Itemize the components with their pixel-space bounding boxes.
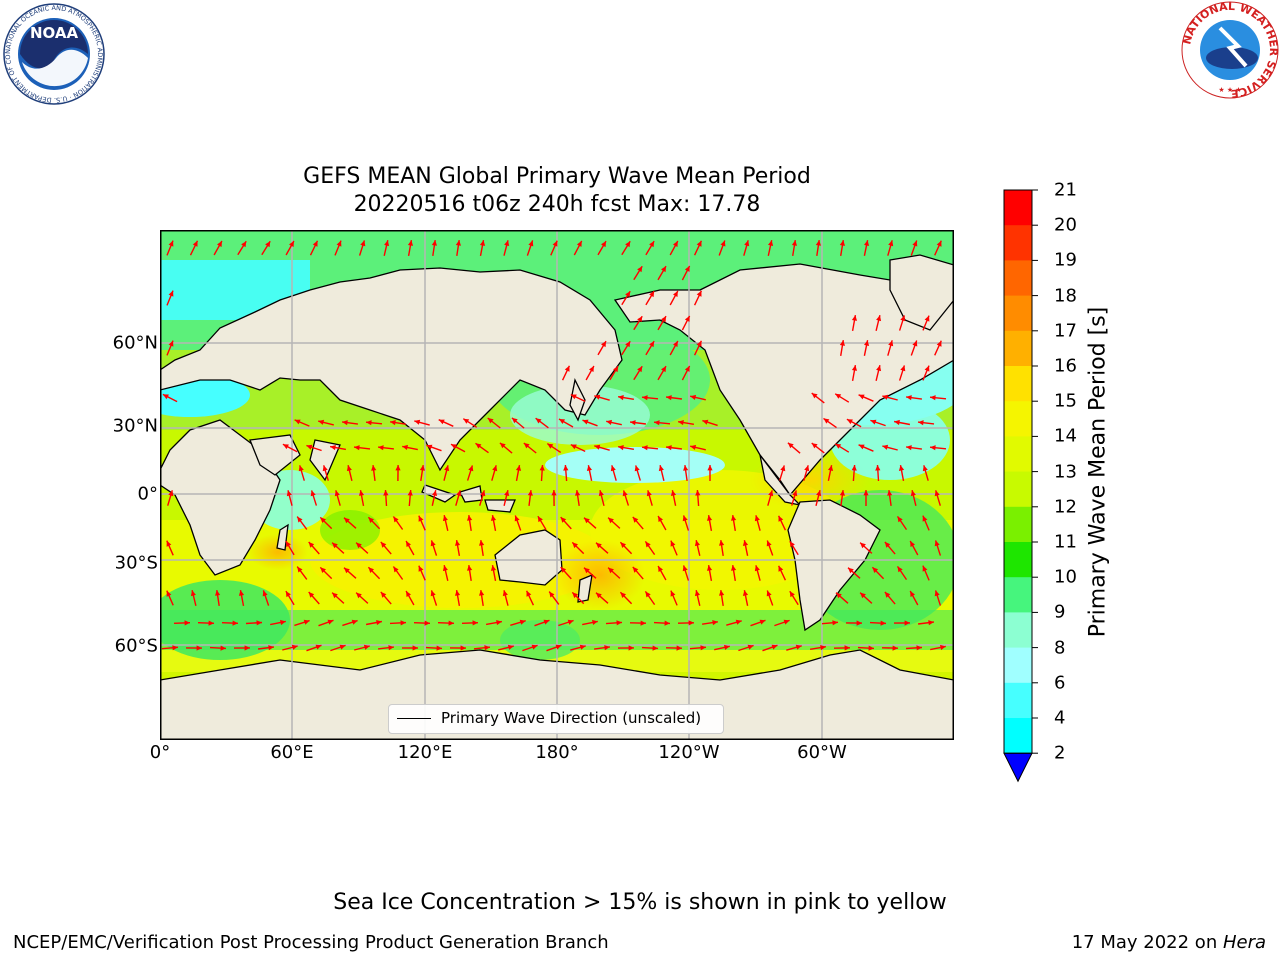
footer-credit: NCEP/EMC/Verification Post Processing Pr… bbox=[13, 932, 609, 953]
colorbar-tick-label: 17 bbox=[1054, 320, 1077, 341]
colorbar-band bbox=[1004, 612, 1032, 648]
colorbar-label: Primary Wave Mean Period [s] bbox=[1086, 307, 1111, 638]
lat-tick-60s: 60°S bbox=[115, 636, 158, 657]
lat-tick-0: 0° bbox=[138, 484, 158, 505]
wave-period-map bbox=[160, 230, 954, 740]
legend-label: Primary Wave Direction (unscaled) bbox=[441, 709, 701, 727]
lon-tick-120e: 120°E bbox=[398, 742, 453, 763]
legend-line bbox=[397, 718, 431, 719]
colorbar-band bbox=[1004, 366, 1032, 402]
footer-date-text: 17 May 2022 on bbox=[1072, 932, 1223, 953]
colorbar-band bbox=[1004, 577, 1032, 613]
colorbar-tick-label: 11 bbox=[1054, 532, 1077, 553]
colorbar-band bbox=[1004, 225, 1032, 261]
colorbar-tick-label: 15 bbox=[1054, 391, 1077, 412]
svg-text:★ ★ ★: ★ ★ ★ bbox=[1218, 86, 1241, 94]
colorbar-tick-label: 12 bbox=[1054, 496, 1077, 517]
colorbar-tick-label: 21 bbox=[1054, 180, 1077, 201]
svg-text:NOAA: NOAA bbox=[30, 24, 79, 42]
colorbar-band bbox=[1004, 260, 1032, 296]
colorbar bbox=[1000, 188, 1062, 783]
colorbar-tick-label: 18 bbox=[1054, 285, 1077, 306]
colorbar-band bbox=[1004, 507, 1032, 543]
colorbar-tick-label: 4 bbox=[1054, 708, 1065, 729]
sea-ice-note: Sea Ice Concentration > 15% is shown in … bbox=[0, 890, 1280, 915]
lon-tick-0: 0° bbox=[150, 742, 170, 763]
colorbar-tick-label: 14 bbox=[1054, 426, 1077, 447]
colorbar-band bbox=[1004, 436, 1032, 472]
footer-date: 17 May 2022 on Hera bbox=[1072, 932, 1266, 953]
lon-tick-60w: 60°W bbox=[797, 742, 847, 763]
colorbar-tick-label: 10 bbox=[1054, 567, 1077, 588]
colorbar-band bbox=[1004, 683, 1032, 719]
colorbar-band bbox=[1004, 296, 1032, 332]
noaa-logo: NATIONAL OCEANIC AND ATMOSPHERIC ADMINIS… bbox=[2, 2, 106, 106]
colorbar-band bbox=[1004, 190, 1032, 226]
colorbar-tick-label: 9 bbox=[1054, 602, 1065, 623]
colorbar-band bbox=[1004, 401, 1032, 437]
colorbar-tick-label: 19 bbox=[1054, 250, 1077, 271]
colorbar-tick-label: 20 bbox=[1054, 215, 1077, 236]
lat-tick-60n: 60°N bbox=[113, 333, 158, 354]
colorbar-tick-label: 2 bbox=[1054, 743, 1065, 764]
colorbar-extend-min bbox=[1004, 753, 1032, 781]
map-legend: Primary Wave Direction (unscaled) bbox=[388, 704, 724, 734]
chart-title: GEFS MEAN Global Primary Wave Mean Perio… bbox=[160, 164, 954, 189]
colorbar-tick-label: 16 bbox=[1054, 356, 1077, 377]
colorbar-tick-label: 8 bbox=[1054, 637, 1065, 658]
nws-logo: NATIONAL WEATHER SERVICE ★ ★ ★ bbox=[1180, 0, 1280, 100]
colorbar-band bbox=[1004, 718, 1032, 754]
lon-tick-180: 180° bbox=[535, 742, 578, 763]
lon-tick-120w: 120°W bbox=[658, 742, 719, 763]
chart-subtitle: 20220516 t06z 240h fcst Max: 17.78 bbox=[160, 192, 954, 217]
lat-tick-30s: 30°S bbox=[115, 553, 158, 574]
footer-host: Hera bbox=[1223, 932, 1266, 953]
colorbar-tick-label: 6 bbox=[1054, 672, 1065, 693]
lon-tick-60e: 60°E bbox=[270, 742, 313, 763]
colorbar-tick-label: 13 bbox=[1054, 461, 1077, 482]
colorbar-band bbox=[1004, 648, 1032, 684]
colorbar-band bbox=[1004, 331, 1032, 367]
colorbar-band bbox=[1004, 542, 1032, 578]
lat-tick-30n: 30°N bbox=[113, 416, 158, 437]
colorbar-band bbox=[1004, 472, 1032, 508]
